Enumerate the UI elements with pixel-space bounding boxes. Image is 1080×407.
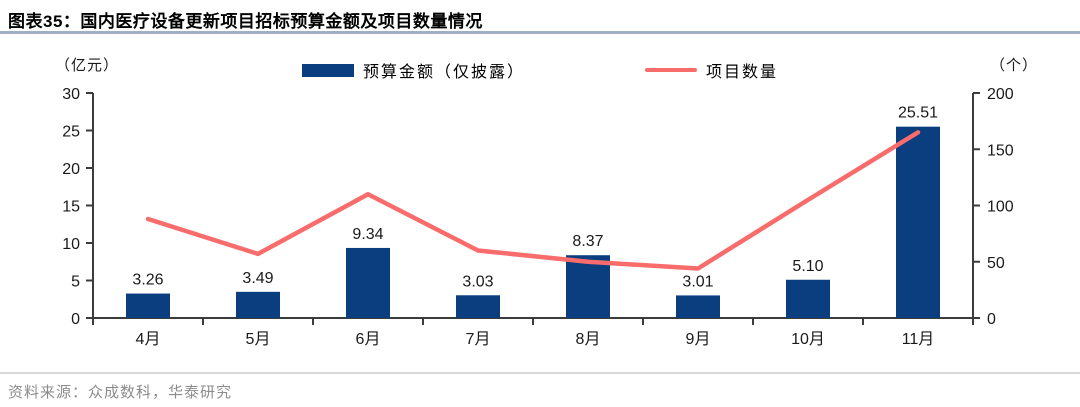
budget-bar	[456, 295, 500, 318]
left-axis-tick-label: 20	[62, 161, 80, 178]
bar-series-swatch-icon	[301, 63, 354, 77]
line-series-label: 项目数量	[706, 64, 779, 81]
budget-bar	[566, 255, 610, 318]
left-axis-unit-label: （亿元）	[55, 57, 120, 74]
line-series-swatch-icon	[645, 68, 697, 72]
left-axis-tick-label: 25	[62, 124, 80, 141]
right-axis-tick-label: 0	[987, 311, 996, 328]
project-count-line	[145, 130, 921, 271]
chart-legend: 预算金额（仅披露） 项目数量	[0, 58, 1080, 82]
budget-bar	[786, 279, 830, 318]
budget-bar	[896, 126, 940, 318]
x-axis-month-label: 7月	[466, 331, 491, 348]
legend-item-budget: 预算金额（仅披露）	[301, 58, 525, 82]
figure-title: 国内医疗设备更新项目招标预算金额及项目数量情况	[80, 12, 483, 31]
bar-value-label: 3.49	[242, 270, 273, 287]
budget-bar	[346, 247, 390, 318]
bar-value-label: 5.10	[792, 258, 823, 275]
bar-value-label: 25.51	[898, 105, 938, 122]
x-axis-month-label: 5月	[246, 331, 271, 348]
bar-value-label: 3.01	[682, 273, 713, 290]
bar-value-label: 8.37	[572, 233, 603, 250]
x-axis-month-label: 8月	[576, 331, 601, 348]
right-axis-tick-label: 200	[987, 86, 1014, 103]
x-axis-month-label: 4月	[136, 331, 161, 348]
bar-value-label: 3.26	[132, 272, 163, 289]
figure-title-row: 图表35：国内医疗设备更新项目招标预算金额及项目数量情况	[0, 0, 1080, 34]
budget-bar	[676, 295, 720, 318]
bar-value-label: 9.34	[352, 226, 383, 243]
budget-bar	[126, 293, 170, 318]
right-axis-tick-label: 50	[987, 255, 1005, 272]
x-axis-month-label: 9月	[686, 331, 711, 348]
left-axis-tick-label: 10	[62, 236, 80, 253]
left-axis-tick-label: 5	[71, 274, 80, 291]
legend-item-count: 项目数量	[645, 58, 778, 82]
left-axis-tick-label: 15	[62, 199, 80, 216]
left-axis-tick-label: 0	[71, 311, 80, 328]
right-axis-tick-label: 100	[987, 199, 1014, 216]
bar-value-label: 3.03	[462, 273, 493, 290]
x-axis-month-label: 11月	[902, 331, 935, 348]
figure-number-label: 图表35：	[8, 12, 81, 31]
right-axis-unit-label: （个）	[989, 57, 1038, 74]
right-axis-tick-label: 150	[987, 142, 1014, 159]
x-axis-month-label: 10月	[791, 331, 825, 348]
budget-bar	[236, 291, 280, 318]
x-axis-month-label: 6月	[356, 331, 381, 348]
bar-series-label: 预算金额（仅披露）	[362, 64, 525, 81]
left-axis-tick-label: 30	[62, 86, 80, 103]
source-text: 资料来源：众成数科，华泰研究	[8, 385, 233, 401]
source-row: 资料来源：众成数科，华泰研究	[0, 372, 1080, 407]
